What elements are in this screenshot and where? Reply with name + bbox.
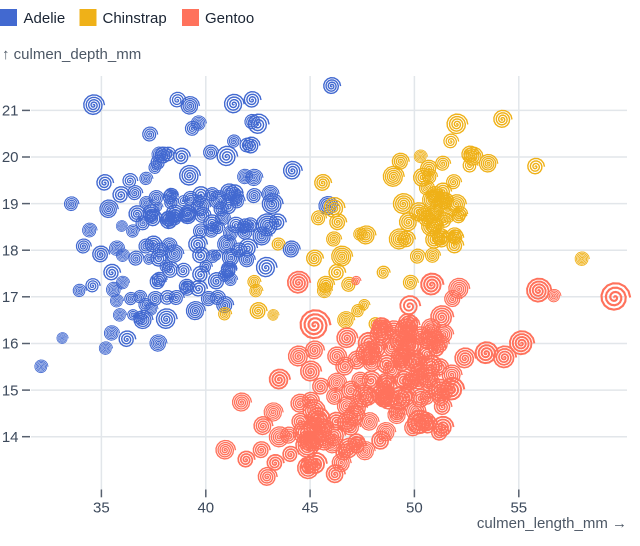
svg-text:↑ culmen_depth_mm: ↑ culmen_depth_mm [2,46,141,63]
svg-text:17: 17 [2,289,19,306]
svg-text:culmen_length_mm →: culmen_length_mm → [477,515,627,532]
svg-text:16: 16 [2,336,19,353]
svg-text:21: 21 [2,103,19,120]
svg-text:Chinstrap: Chinstrap [103,10,167,27]
svg-text:20: 20 [2,149,19,166]
svg-text:Gentoo: Gentoo [205,10,254,27]
svg-text:18: 18 [2,242,19,259]
svg-text:55: 55 [510,500,527,517]
svg-text:15: 15 [2,382,19,399]
svg-text:50: 50 [406,500,423,517]
svg-text:45: 45 [302,500,319,517]
svg-text:19: 19 [2,196,19,213]
svg-text:Adelie: Adelie [24,10,66,27]
svg-text:40: 40 [197,500,214,517]
svg-text:35: 35 [93,500,110,517]
svg-text:14: 14 [2,429,19,446]
